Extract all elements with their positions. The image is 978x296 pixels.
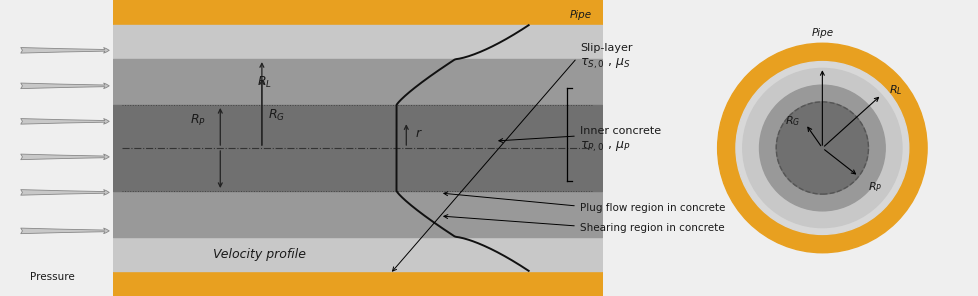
Text: $R_G$: $R_G$	[784, 114, 800, 128]
Circle shape	[735, 62, 908, 234]
Text: $\tau_{S,0}$ , $\mu_S$: $\tau_{S,0}$ , $\mu_S$	[579, 57, 630, 71]
Text: $r$: $r$	[415, 127, 422, 140]
Circle shape	[717, 43, 926, 253]
Text: Shearing region in concrete: Shearing region in concrete	[579, 223, 724, 233]
Text: Pipe: Pipe	[569, 10, 592, 20]
Circle shape	[759, 85, 884, 211]
Text: Slip-layer: Slip-layer	[579, 43, 632, 53]
Circle shape	[742, 68, 901, 228]
Text: $R_P$: $R_P$	[190, 113, 206, 128]
Text: Plug flow region in concrete: Plug flow region in concrete	[579, 203, 725, 213]
Text: $R_G$: $R_G$	[267, 107, 285, 123]
Text: $R_L$: $R_L$	[888, 84, 902, 97]
Circle shape	[776, 102, 867, 194]
Text: Pressure: Pressure	[29, 272, 74, 282]
Text: Pipe: Pipe	[811, 28, 832, 38]
Text: Inner concrete: Inner concrete	[579, 126, 660, 136]
Text: $R_L$: $R_L$	[256, 75, 272, 91]
Text: Velocity profile: Velocity profile	[213, 248, 305, 261]
Text: $\tau_{P,0}$ , $\mu_P$: $\tau_{P,0}$ , $\mu_P$	[579, 140, 630, 154]
Text: $R_P$: $R_P$	[867, 180, 882, 194]
